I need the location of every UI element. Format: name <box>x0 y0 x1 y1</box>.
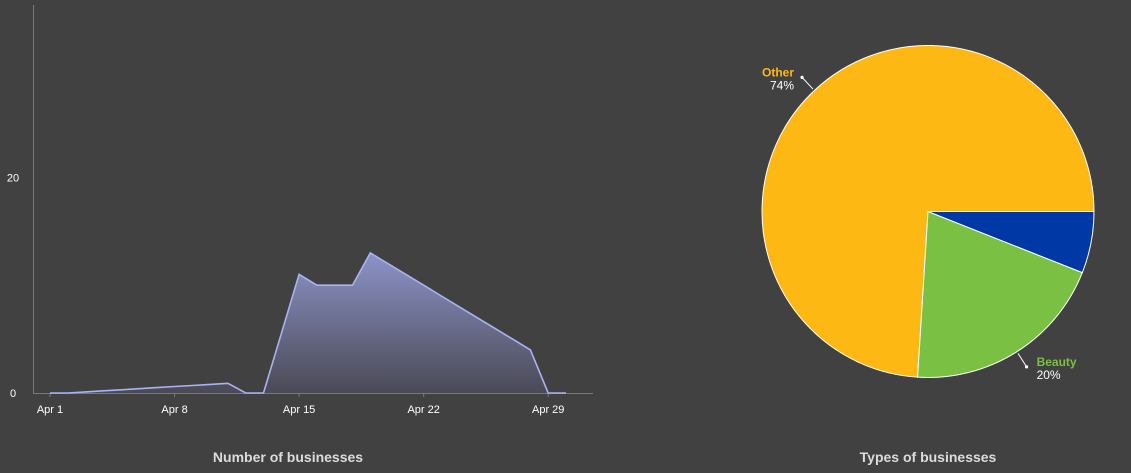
pie-label-dot <box>1024 365 1029 369</box>
pie-label-dot <box>800 75 804 79</box>
pie-label-percent: 20% <box>1037 368 1061 382</box>
pie-label-percent: 74% <box>770 78 794 92</box>
area-chart-title: Number of businesses <box>213 449 363 465</box>
pie-label-name: Other <box>762 65 794 79</box>
area-chart: 0 20 Apr 1 Apr 8 Apr 15 Apr 22 Apr 29 Number … <box>7 5 593 465</box>
y-tick-label: 0 <box>10 388 16 400</box>
x-tick-label: Apr 8 <box>161 404 187 416</box>
series-line <box>50 251 566 394</box>
pie-label-connector <box>1017 353 1028 368</box>
pie-chart-title: Types of businesses <box>860 449 997 465</box>
pie-slice-unlabeled <box>927 211 1095 274</box>
x-tick-label: Apr 1 <box>37 404 63 416</box>
x-tick-label: Apr 29 <box>532 404 564 416</box>
pie-slice-beauty <box>917 210 1083 378</box>
x-tick-labels: Apr 1 Apr 8 Apr 15 Apr 22 Apr 29 <box>37 393 564 416</box>
y-tick-label: 20 <box>7 172 19 184</box>
pie-label-name: Beauty <box>1037 355 1077 369</box>
y-tick-labels: 0 20 <box>7 172 19 400</box>
pie-label-connector <box>801 77 814 90</box>
x-tick-label: Apr 22 <box>407 404 439 416</box>
x-tick-label: Apr 15 <box>283 404 315 416</box>
area-fill <box>50 252 566 393</box>
